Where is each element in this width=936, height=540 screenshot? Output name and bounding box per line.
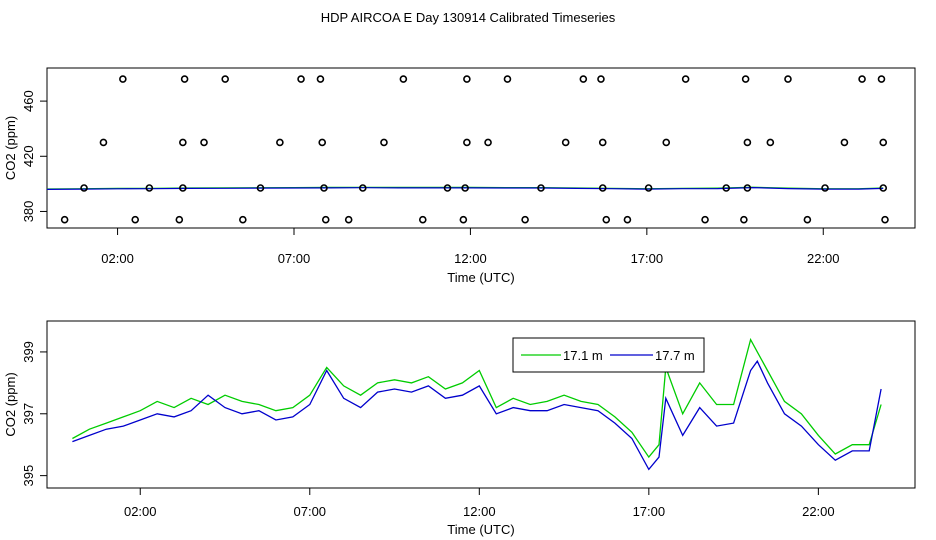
flag-point: [537, 184, 545, 192]
y-tick-label: 380: [21, 201, 36, 223]
legend-label: 17.1 m: [563, 348, 603, 363]
flag-point: [175, 215, 184, 224]
flag-point: [221, 75, 229, 83]
legend: 17.1 m 17.7 m: [512, 337, 705, 373]
flag-point: [598, 184, 607, 192]
y-tick-label: 460: [21, 90, 36, 112]
flag-point: [741, 75, 750, 83]
flag-point: [239, 215, 247, 224]
flag-point: [879, 184, 888, 192]
series-line-17-7: [46, 186, 884, 190]
flag-point: [321, 215, 330, 224]
flag-point: [145, 184, 154, 192]
x-tick-label: 22:00: [802, 504, 835, 519]
flag-point: [681, 75, 690, 83]
flag-point: [200, 138, 208, 147]
flag-point: [316, 75, 325, 83]
y-axis-title: CO2 (ppm): [3, 116, 18, 180]
y-tick-label: 395: [21, 465, 36, 487]
flag-point: [740, 215, 748, 224]
flag-point: [701, 215, 709, 224]
series-line-17-1: [72, 337, 882, 459]
flag-point: [443, 184, 452, 192]
x-tick-label: 07:00: [278, 251, 311, 266]
flag-point: [766, 138, 775, 147]
plot-frame: [46, 67, 916, 229]
flag-point: [644, 184, 653, 192]
flag-point: [276, 138, 284, 147]
flag-point: [399, 75, 408, 83]
y-tick-label: 397: [21, 403, 36, 425]
x-tick-label: 12:00: [454, 251, 487, 266]
flag-point: [320, 184, 328, 192]
flag-point: [380, 138, 388, 147]
x-tick-label: 12:00: [463, 504, 496, 519]
top-panel: 02:00 07:00 12:00 17:00 22:00 380 420 460 Time (…: [3, 67, 916, 285]
x-tick-label: 17:00: [631, 251, 664, 266]
figure-title: HDP AIRCOA E Day 130914 Calibrated Times…: [321, 10, 616, 25]
flag-point: [60, 215, 69, 224]
flag-point: [784, 75, 792, 83]
flag-point: [879, 138, 888, 147]
flag-point: [662, 138, 671, 147]
legend-label: 17.7 m: [655, 348, 695, 363]
flag-point: [344, 215, 353, 224]
flag-point: [521, 215, 529, 224]
x-axis-title: Time (UTC): [447, 522, 514, 537]
flag-point: [131, 215, 140, 224]
x-tick-label: 02:00: [101, 251, 134, 266]
x-axis-title: Time (UTC): [447, 270, 514, 285]
flag-point: [463, 75, 471, 83]
flag-point: [722, 184, 731, 192]
flag-point: [318, 138, 327, 147]
flag-point: [99, 138, 108, 147]
x-tick-label: 07:00: [294, 504, 327, 519]
flag-point: [561, 138, 570, 147]
flag-point: [119, 75, 127, 83]
flag-point: [602, 215, 611, 224]
flag-point: [858, 75, 866, 83]
flag-point: [803, 215, 812, 224]
bottom-panel: 02:00 07:00 12:00 17:00 22:00 395 397 399 Time (…: [3, 320, 916, 537]
x-tick-label: 02:00: [124, 504, 157, 519]
plot-frame: [46, 320, 916, 489]
y-tick-label: 420: [21, 145, 36, 167]
x-tick-label: 17:00: [633, 504, 666, 519]
flag-point: [256, 184, 265, 192]
y-tick-label: 399: [21, 341, 36, 363]
flag-point: [503, 75, 512, 83]
flag-point: [877, 75, 886, 83]
flag-point: [881, 215, 889, 224]
flag-point: [80, 184, 88, 192]
flag-point: [358, 184, 367, 192]
flag-point: [180, 75, 189, 83]
flag-point: [743, 184, 752, 192]
x-tick-label: 22:00: [807, 251, 840, 266]
flag-point: [418, 215, 427, 224]
flag-point: [579, 75, 588, 83]
flag-point: [623, 215, 632, 224]
flag-point: [297, 75, 305, 83]
y-axis-title: CO2 (ppm): [3, 372, 18, 436]
flag-point: [179, 184, 187, 192]
flag-point: [743, 138, 752, 147]
flag-point: [484, 138, 492, 147]
flag-point: [597, 75, 605, 83]
flag-point: [459, 215, 468, 224]
flag-point: [179, 138, 187, 147]
flag-point: [463, 138, 471, 147]
flag-point: [821, 184, 829, 192]
flag-point: [461, 184, 469, 192]
series-line-17-7: [72, 359, 882, 471]
flag-point: [598, 138, 607, 147]
flag-point: [840, 138, 849, 147]
